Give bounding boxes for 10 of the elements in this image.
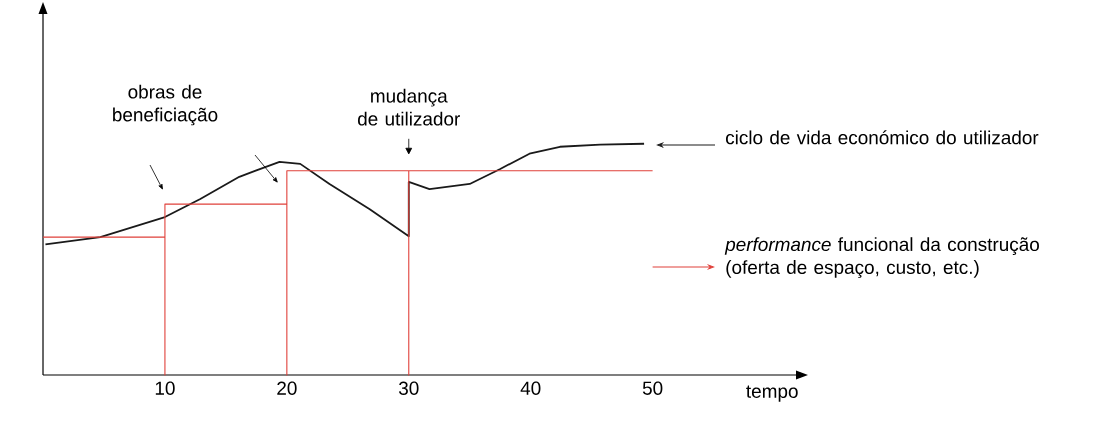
annotation: mudança de utilizador [358,88,460,126]
legend-label: ciclo de vida económico do utilizador [726,130,1039,145]
x-tick-label: 30 [398,381,419,395]
x-tick-label: 40 [520,381,541,395]
x-tick-label: 20 [277,381,297,395]
text: obras de beneficiação [113,84,218,126]
x-tick-label: 50 [642,381,663,395]
legend-label: performance funcional da construção (oferta de espaço, custo, etc.) [724,237,1039,278]
x-axis-title: tempo [746,385,798,402]
x-tick-label: 10 [155,381,175,395]
